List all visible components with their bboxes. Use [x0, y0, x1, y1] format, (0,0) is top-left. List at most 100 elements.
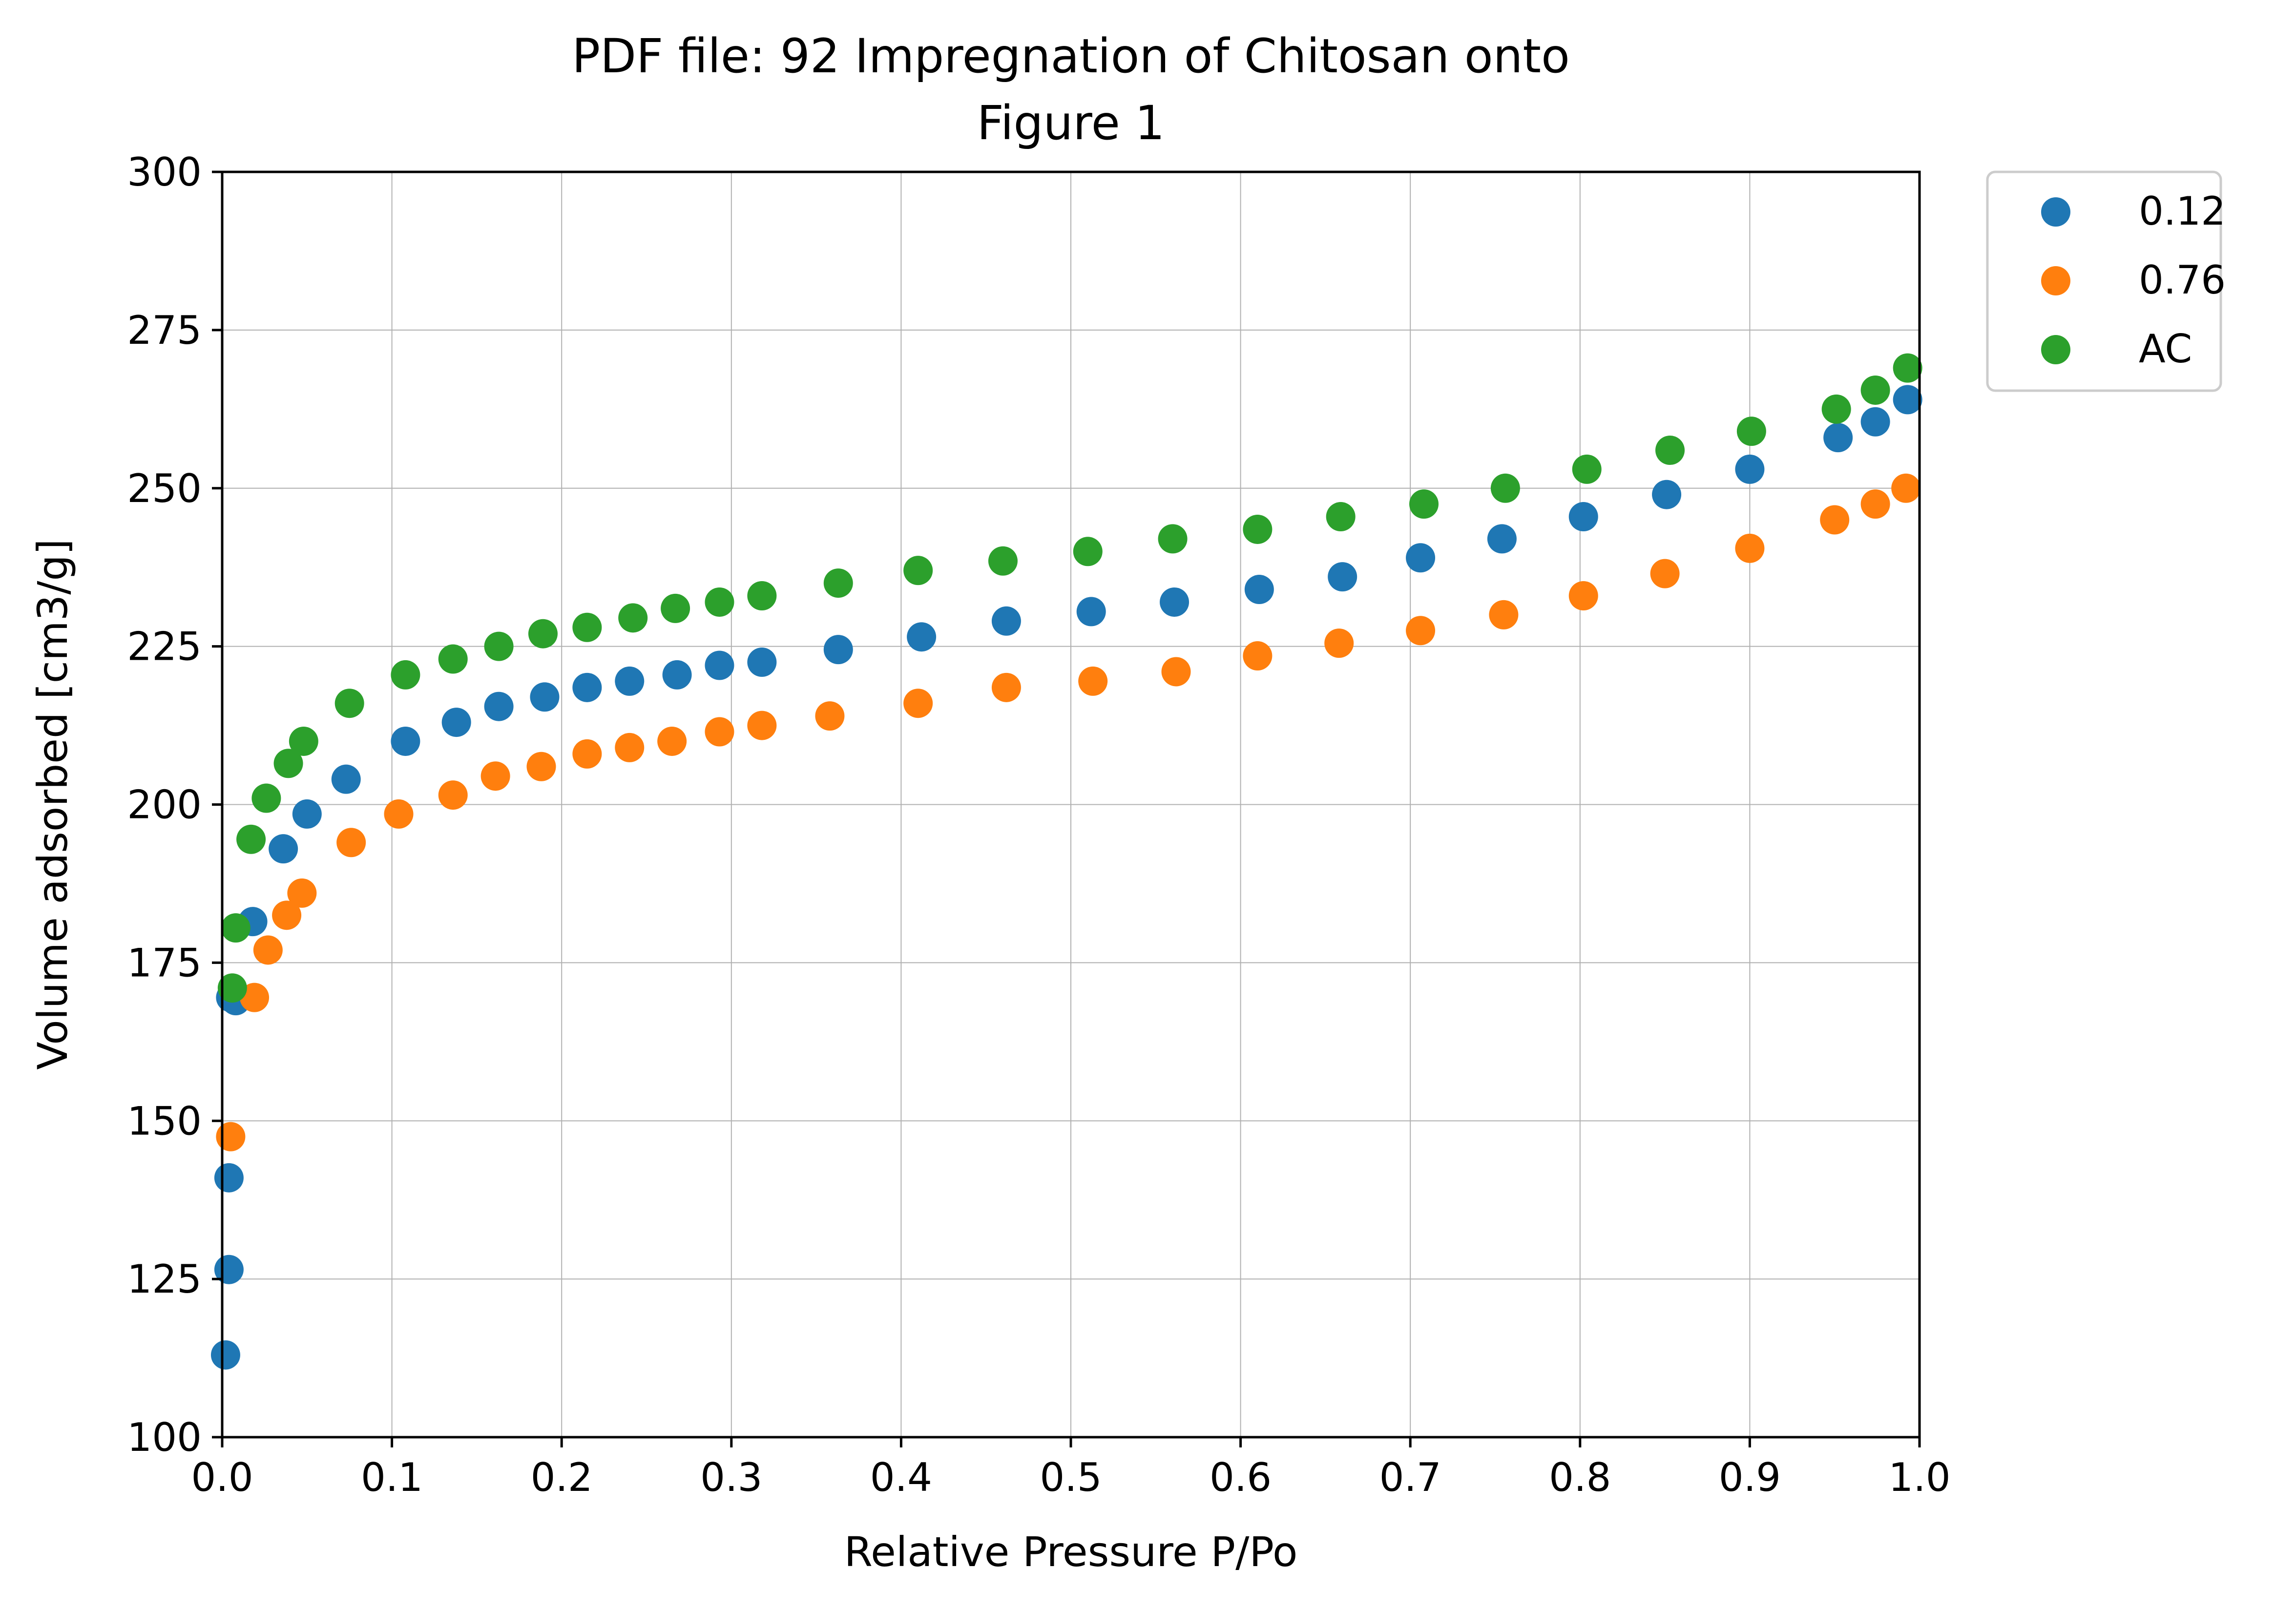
point-series-1 [480, 761, 510, 791]
y-axis-label: Volume adsorbed [cm3/g] [29, 539, 77, 1069]
point-series-0 [907, 622, 937, 652]
x-tick-label: 1.0 [1888, 1455, 1950, 1500]
point-series-0 [1893, 385, 1922, 415]
point-series-0 [484, 691, 514, 721]
point-series-0 [1823, 423, 1853, 453]
point-series-2 [1655, 436, 1685, 465]
axis-ticks: 0.0 0.1 0.2 0.3 0.4 0.5 0.6 0.7 0.8 0.9 1.0 100 125 1… [127, 149, 1950, 1500]
point-series-2 [1490, 473, 1520, 503]
x-tick-label: 0.6 [1210, 1455, 1272, 1500]
point-series-0 [441, 708, 471, 737]
y-tick-label: 150 [127, 1098, 202, 1144]
point-series-0 [1244, 575, 1274, 605]
point-series-2 [1073, 537, 1103, 566]
point-series-2 [1860, 375, 1890, 405]
y-tick-label: 100 [127, 1415, 202, 1460]
point-series-1 [815, 701, 845, 731]
point-series-0 [1735, 454, 1765, 484]
point-series-2 [391, 660, 420, 690]
point-series-2 [251, 783, 281, 813]
point-series-1 [1161, 657, 1191, 687]
y-tick-label: 200 [127, 782, 202, 828]
x-tick-label: 0.0 [191, 1455, 253, 1500]
legend-label-0: 0.12 [2139, 188, 2226, 234]
point-series-2 [618, 603, 648, 633]
point-series-1 [1078, 666, 1108, 696]
x-tick-label: 0.5 [1040, 1455, 1102, 1500]
point-series-2 [988, 546, 1018, 576]
point-series-0 [1406, 543, 1436, 573]
point-series-1 [1860, 489, 1890, 519]
point-series-2 [1736, 417, 1766, 446]
point-series-2 [572, 612, 602, 642]
legend-label-2: AC [2139, 326, 2192, 372]
point-series-0 [1487, 524, 1517, 554]
point-series-0 [292, 799, 322, 829]
x-tick-label: 0.7 [1379, 1455, 1441, 1500]
point-series-2 [823, 568, 853, 598]
x-tick-label: 0.3 [700, 1455, 762, 1500]
point-series-1 [287, 878, 317, 908]
legend-marker-1 [2041, 266, 2070, 295]
point-series-2 [903, 556, 933, 586]
legend: 0.12 0.76 AC [1986, 170, 2226, 392]
y-tick-label: 225 [127, 624, 202, 670]
point-series-0 [210, 1340, 240, 1370]
point-series-1 [1489, 600, 1519, 629]
point-series-2 [661, 593, 690, 623]
x-tick-label: 0.8 [1549, 1455, 1611, 1500]
legend-label-1: 0.76 [2139, 257, 2226, 303]
point-series-0 [991, 606, 1021, 636]
point-series-2 [1821, 394, 1851, 424]
point-series-0 [572, 672, 602, 702]
point-series-1 [253, 935, 283, 965]
point-series-2 [1893, 353, 1922, 383]
x-tick-label: 0.1 [361, 1455, 423, 1500]
chart-subtitle: Figure 1 [977, 96, 1165, 150]
point-series-2 [273, 749, 303, 778]
point-series-1 [384, 799, 414, 829]
x-tick-label: 0.4 [870, 1455, 932, 1500]
x-tick-label: 0.9 [1719, 1455, 1781, 1500]
point-series-1 [1891, 473, 1921, 503]
point-series-2 [217, 973, 247, 1003]
point-series-1 [240, 983, 270, 1012]
y-tick-label: 175 [127, 940, 202, 985]
point-series-0 [615, 666, 645, 696]
point-series-1 [1324, 628, 1354, 658]
point-series-2 [236, 824, 266, 854]
point-series-1 [1568, 581, 1598, 610]
point-series-1 [1820, 505, 1850, 535]
point-series-0 [1568, 502, 1598, 532]
point-series-1 [572, 739, 602, 769]
point-series-0 [823, 635, 853, 665]
chart-title: PDF file: 92 Impregnation of Chitosan on… [572, 29, 1570, 84]
x-tick-label: 0.2 [531, 1455, 593, 1500]
point-series-0 [269, 834, 298, 864]
point-series-2 [484, 631, 514, 661]
legend-marker-2 [2041, 335, 2070, 364]
point-series-1 [438, 780, 468, 810]
point-series-0 [530, 682, 560, 712]
point-series-0 [214, 1163, 244, 1193]
y-tick-label: 300 [127, 149, 202, 195]
point-series-2 [289, 726, 318, 756]
legend-frame [1986, 170, 2222, 392]
point-series-0 [1860, 407, 1890, 437]
point-series-1 [1243, 641, 1273, 671]
point-series-0 [1328, 562, 1357, 592]
point-series-0 [1160, 587, 1190, 617]
point-series-2 [1326, 502, 1356, 532]
point-series-2 [334, 689, 364, 718]
point-series-1 [272, 900, 302, 930]
point-series-2 [1409, 489, 1439, 519]
point-series-1 [615, 733, 645, 762]
point-series-0 [705, 650, 734, 680]
point-series-0 [662, 660, 692, 690]
point-series-1 [1735, 533, 1765, 563]
point-series-2 [1572, 454, 1602, 484]
point-series-0 [331, 764, 361, 794]
y-tick-label: 250 [127, 466, 202, 511]
point-series-2 [221, 913, 250, 943]
